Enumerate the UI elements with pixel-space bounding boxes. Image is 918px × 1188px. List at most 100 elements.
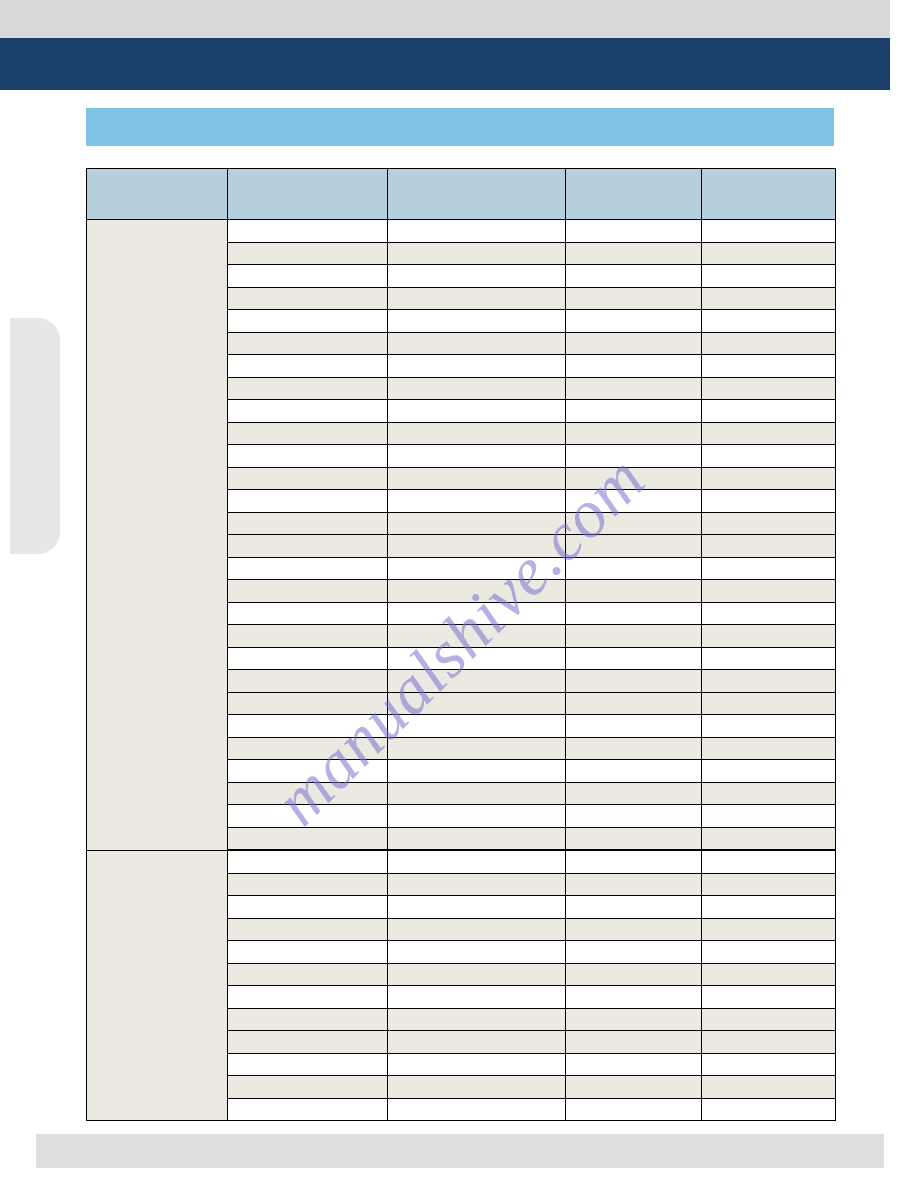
- table-cell: [565, 400, 701, 423]
- table-cell: [227, 896, 387, 919]
- table-cell: [565, 827, 701, 850]
- table-cell: [701, 986, 835, 1009]
- table-cell: [565, 310, 701, 333]
- table-cell: [227, 265, 387, 288]
- section-label-cell: [87, 850, 227, 1120]
- table-cell: [227, 873, 387, 896]
- table-cell: [701, 1076, 835, 1099]
- table-cell: [227, 805, 387, 828]
- table-cell: [565, 220, 701, 243]
- table-cell: [701, 760, 835, 783]
- table-cell: [227, 760, 387, 783]
- data-table-container: [86, 168, 836, 1121]
- table-cell: [565, 963, 701, 986]
- table-cell: [387, 827, 565, 850]
- table-cell: [387, 918, 565, 941]
- table-cell: [387, 1053, 565, 1076]
- table-cell: [701, 827, 835, 850]
- table-cell: [227, 670, 387, 693]
- table-cell: [387, 625, 565, 648]
- table-cell: [565, 490, 701, 513]
- table-cell: [227, 827, 387, 850]
- table-cell: [387, 580, 565, 603]
- table-cell: [227, 1076, 387, 1099]
- table-cell: [227, 512, 387, 535]
- table-cell: [701, 918, 835, 941]
- table-cell: [387, 1008, 565, 1031]
- data-table: [87, 169, 835, 1120]
- table-cell: [565, 1031, 701, 1054]
- table-cell: [227, 1008, 387, 1031]
- table-header-row: [87, 169, 835, 220]
- table-cell: [565, 377, 701, 400]
- table-cell: [227, 422, 387, 445]
- table-cell: [227, 692, 387, 715]
- table-cell: [227, 1053, 387, 1076]
- top-navy-bar: [0, 38, 890, 90]
- table-cell: [387, 242, 565, 265]
- table-cell: [387, 986, 565, 1009]
- table-cell: [701, 1008, 835, 1031]
- table-cell: [227, 986, 387, 1009]
- table-cell: [227, 963, 387, 986]
- table-cell: [227, 310, 387, 333]
- table-cell: [565, 1076, 701, 1099]
- table-cell: [701, 445, 835, 468]
- table-cell: [701, 737, 835, 760]
- table-cell: [565, 580, 701, 603]
- table-cell: [701, 332, 835, 355]
- table-cell: [701, 782, 835, 805]
- table-cell: [387, 490, 565, 513]
- table-cell: [387, 377, 565, 400]
- table-cell: [701, 625, 835, 648]
- table-cell: [387, 963, 565, 986]
- table-cell: [565, 265, 701, 288]
- table-cell: [701, 310, 835, 333]
- table-cell: [387, 1076, 565, 1099]
- table-body: [87, 220, 835, 1121]
- table-cell: [227, 445, 387, 468]
- table-cell: [387, 355, 565, 378]
- table-cell: [701, 941, 835, 964]
- table-cell: [387, 265, 565, 288]
- table-cell: [701, 715, 835, 738]
- table-cell: [387, 287, 565, 310]
- table-cell: [565, 760, 701, 783]
- table-cell: [565, 287, 701, 310]
- table-cell: [387, 760, 565, 783]
- table-cell: [387, 557, 565, 580]
- table-cell: [701, 647, 835, 670]
- table-cell: [701, 265, 835, 288]
- table-cell: [227, 715, 387, 738]
- table-cell: [227, 580, 387, 603]
- table-cell: [227, 1098, 387, 1120]
- table-cell: [227, 287, 387, 310]
- table-cell: [387, 422, 565, 445]
- table-cell: [565, 512, 701, 535]
- table-cell: [227, 490, 387, 513]
- table-cell: [227, 602, 387, 625]
- table-cell: [387, 692, 565, 715]
- table-cell: [227, 1031, 387, 1054]
- table-cell: [565, 557, 701, 580]
- table-cell: [227, 737, 387, 760]
- table-cell: [387, 805, 565, 828]
- table-cell: [387, 1031, 565, 1054]
- table-cell: [565, 873, 701, 896]
- table-cell: [701, 1053, 835, 1076]
- table-cell: [565, 896, 701, 919]
- table-cell: [701, 377, 835, 400]
- table-cell: [565, 355, 701, 378]
- table-cell: [565, 1053, 701, 1076]
- table-cell: [227, 647, 387, 670]
- table-cell: [227, 355, 387, 378]
- table-cell: [227, 850, 387, 873]
- section-label-cell: [87, 220, 227, 851]
- table-cell: [565, 647, 701, 670]
- table-header-cell: [87, 169, 227, 220]
- table-cell: [701, 400, 835, 423]
- table-cell: [387, 782, 565, 805]
- table-cell: [701, 355, 835, 378]
- table-cell: [701, 692, 835, 715]
- table-cell: [701, 557, 835, 580]
